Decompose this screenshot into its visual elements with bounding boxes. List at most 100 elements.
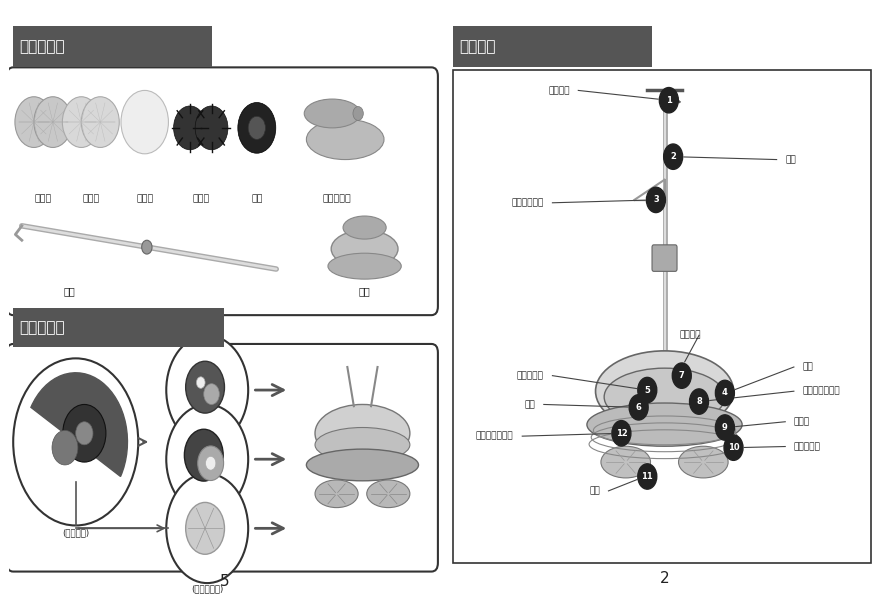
Circle shape: [629, 395, 648, 420]
Circle shape: [660, 88, 678, 113]
Circle shape: [353, 107, 364, 120]
Text: 防水塞: 防水塞: [794, 417, 810, 426]
Text: 电源指示灯: 电源指示灯: [517, 371, 544, 380]
Ellipse shape: [605, 368, 725, 426]
Circle shape: [166, 335, 248, 445]
Circle shape: [672, 363, 692, 388]
Circle shape: [121, 90, 168, 154]
Text: 洗地刷: 洗地刷: [192, 194, 210, 203]
Circle shape: [196, 106, 228, 150]
Ellipse shape: [678, 446, 728, 478]
Circle shape: [62, 97, 100, 148]
Text: 推杆螺丝固定孔: 推杆螺丝固定孔: [803, 387, 840, 396]
Ellipse shape: [332, 230, 398, 268]
Ellipse shape: [307, 119, 384, 159]
Circle shape: [52, 430, 78, 465]
Text: 3: 3: [653, 196, 659, 204]
Text: 推杆控制连接口: 推杆控制连接口: [476, 432, 514, 441]
Text: 6: 6: [636, 403, 642, 412]
Text: 配件装配图: 配件装配图: [20, 320, 65, 335]
Text: 9: 9: [722, 423, 728, 432]
Circle shape: [196, 377, 205, 388]
Text: 组成部件: 组成部件: [460, 39, 496, 54]
Text: 10: 10: [728, 443, 740, 452]
FancyBboxPatch shape: [453, 26, 652, 67]
Text: 配件收藏盒: 配件收藏盒: [322, 194, 351, 203]
Circle shape: [690, 389, 709, 414]
Text: (洗地刷装配): (洗地刷装配): [191, 446, 223, 455]
Text: 2: 2: [660, 571, 669, 586]
Text: 本体: 本体: [359, 286, 371, 296]
Ellipse shape: [304, 99, 360, 128]
Ellipse shape: [343, 216, 386, 239]
Circle shape: [238, 102, 276, 153]
Ellipse shape: [315, 427, 410, 462]
Circle shape: [205, 456, 216, 470]
Ellipse shape: [601, 446, 651, 478]
Ellipse shape: [328, 253, 401, 279]
Circle shape: [34, 97, 72, 148]
Circle shape: [612, 421, 631, 446]
Circle shape: [13, 359, 139, 525]
Text: 吸水布: 吸水布: [136, 194, 153, 203]
Text: 本体: 本体: [803, 362, 813, 371]
Circle shape: [724, 435, 743, 460]
FancyBboxPatch shape: [652, 245, 677, 272]
Circle shape: [716, 415, 734, 440]
Circle shape: [173, 106, 206, 150]
Text: 除尘布: 除尘布: [35, 194, 52, 203]
Circle shape: [186, 361, 225, 413]
Circle shape: [81, 97, 119, 148]
Circle shape: [166, 405, 248, 514]
Circle shape: [204, 384, 220, 405]
Circle shape: [637, 378, 657, 403]
Circle shape: [248, 116, 266, 139]
Circle shape: [141, 240, 152, 254]
Text: 2: 2: [670, 152, 677, 161]
Circle shape: [664, 144, 683, 169]
Circle shape: [197, 446, 224, 481]
Circle shape: [184, 429, 223, 481]
Text: 打蜡布: 打蜡布: [82, 194, 100, 203]
Text: 推杆: 推杆: [63, 286, 76, 296]
Text: 4: 4: [722, 389, 728, 397]
Circle shape: [186, 503, 225, 554]
Ellipse shape: [367, 480, 410, 508]
Text: 7: 7: [679, 371, 685, 380]
Text: (吸水布装配): (吸水布装配): [191, 515, 223, 524]
Text: 电源开关: 电源开关: [680, 331, 701, 340]
Text: 5: 5: [220, 574, 229, 589]
Ellipse shape: [596, 351, 733, 432]
FancyBboxPatch shape: [13, 26, 212, 67]
Circle shape: [166, 474, 248, 583]
Ellipse shape: [315, 405, 410, 462]
Ellipse shape: [587, 403, 742, 446]
Text: 附件: 附件: [251, 194, 262, 203]
Text: 配件收藏盒: 配件收藏盒: [794, 442, 821, 451]
FancyBboxPatch shape: [453, 70, 871, 563]
Wedge shape: [31, 373, 127, 476]
Text: 12: 12: [615, 428, 628, 438]
FancyBboxPatch shape: [7, 67, 438, 315]
Text: 配件的使用: 配件的使用: [20, 39, 65, 54]
Circle shape: [646, 187, 665, 213]
Text: 8: 8: [696, 397, 702, 406]
FancyBboxPatch shape: [7, 344, 438, 571]
Text: 1: 1: [666, 96, 672, 105]
Circle shape: [716, 380, 734, 406]
Ellipse shape: [307, 449, 419, 481]
Text: (打蜡布装配): (打蜡布装配): [191, 584, 223, 593]
Ellipse shape: [315, 480, 358, 508]
Text: 11: 11: [641, 472, 653, 481]
Text: 转盘: 转盘: [589, 486, 600, 495]
Text: (附件装配): (附件装配): [62, 528, 89, 538]
Circle shape: [637, 464, 657, 489]
Circle shape: [76, 422, 93, 445]
Text: 推杆: 推杆: [785, 155, 796, 164]
Text: 电源开关: 电源开关: [549, 86, 570, 95]
FancyBboxPatch shape: [13, 308, 225, 347]
Circle shape: [15, 97, 52, 148]
Text: 手柄: 手柄: [525, 400, 535, 409]
Circle shape: [63, 405, 106, 462]
Text: 电源线收线扣: 电源线收线扣: [511, 198, 544, 207]
